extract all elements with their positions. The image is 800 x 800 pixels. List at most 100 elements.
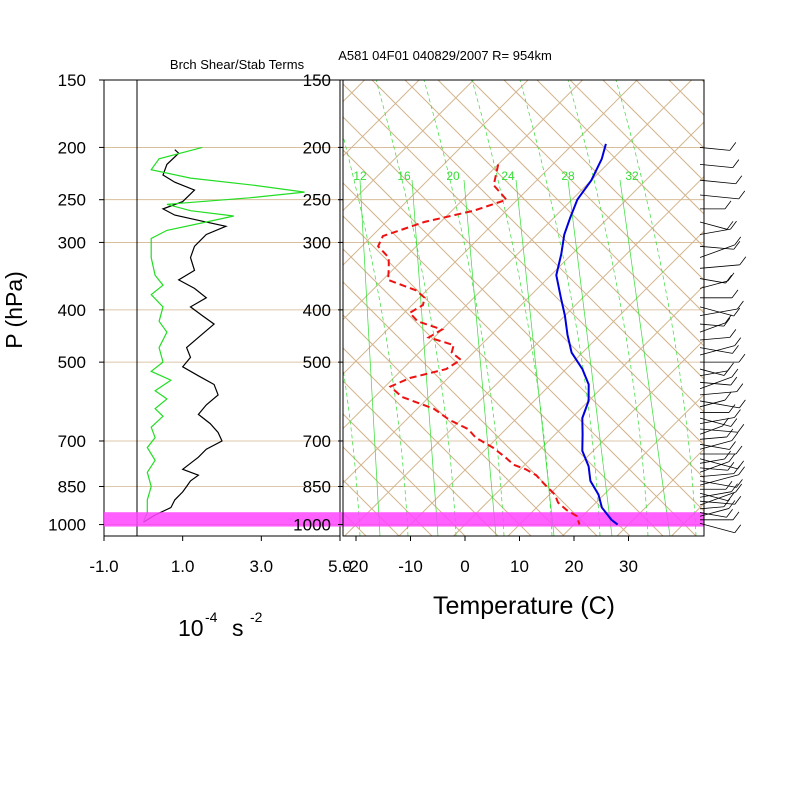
left-series-line-0 xyxy=(142,149,228,523)
dry-adiabat-2 xyxy=(343,413,466,536)
wind-barb-staff xyxy=(699,425,723,435)
wind-barb-flag xyxy=(725,274,732,284)
skewt-ytick-label-150: 150 xyxy=(303,71,331,90)
moist-adiabat-1 xyxy=(343,134,409,536)
mixing-ratio-line-0 xyxy=(359,179,381,536)
wind-barb-flag xyxy=(734,495,742,505)
wind-barb-staff xyxy=(699,163,733,169)
skewt-xtick-label-30: 30 xyxy=(619,557,638,576)
wind-barb-flag xyxy=(738,353,746,363)
skewt-ytick-label-1000: 1000 xyxy=(293,516,331,535)
mixing-ratio-line-4 xyxy=(567,179,613,536)
wind-barb-flag xyxy=(724,391,732,401)
wind-barb-staff xyxy=(699,400,740,409)
dry-adiabat-24 xyxy=(735,80,800,536)
wind-barb-staff xyxy=(699,228,731,235)
dry-adiabat-8 xyxy=(343,215,664,536)
mixing-ratio-line-2 xyxy=(463,179,497,536)
wind-barb-flag xyxy=(729,329,737,338)
dry-adiabat--2 xyxy=(0,80,333,536)
dry-adiabat-15 xyxy=(437,80,704,347)
left-xlabel-base: 10 xyxy=(178,615,204,641)
moist-adiabat-3 xyxy=(423,80,505,536)
wind-barb-flag xyxy=(738,190,746,200)
wind-barb-staff xyxy=(699,322,726,333)
dry-adiabat-1 xyxy=(343,446,433,536)
wind-barb-staff xyxy=(699,221,728,230)
dry-adiabat-16 xyxy=(470,80,704,314)
wind-barb-flag xyxy=(733,307,741,317)
wind-barb-flag xyxy=(734,337,742,346)
wind-barb-flag xyxy=(730,418,738,427)
isotherm--30 xyxy=(343,121,704,484)
skewt-panel: 12 16 20 24 28 32 150200250300400500700850100… xyxy=(0,71,800,576)
dry-adiabat-12 xyxy=(343,83,704,446)
wind-barb-staff xyxy=(699,523,735,534)
wind-barb-staff xyxy=(699,440,732,450)
wind-barb-staff xyxy=(699,492,729,502)
left-series-line-1 xyxy=(142,146,305,523)
right-x-axis-label: Temperature (C) xyxy=(433,592,615,620)
isotherm--120 xyxy=(0,80,256,536)
mixing-ratio-line-3 xyxy=(515,179,555,536)
wind-barb-flag xyxy=(728,500,736,509)
wind-barb-flag xyxy=(731,368,739,378)
dry-adiabat-11 xyxy=(343,116,704,479)
wind-barb-staff xyxy=(699,337,730,341)
skewt-series xyxy=(376,143,619,526)
moist-adiabat-0 xyxy=(343,365,361,536)
wind-barb-flag xyxy=(726,509,733,518)
wind-barb-staff xyxy=(699,381,731,386)
dry-adiabat-9 xyxy=(343,182,697,536)
wind-barb-staff xyxy=(699,323,724,327)
wind-barb-flag xyxy=(732,159,740,168)
isotherm--80 xyxy=(343,80,474,212)
isotherm--20 xyxy=(344,175,704,536)
wind-barb-staff xyxy=(699,491,732,498)
wind-barb-flag xyxy=(723,498,731,507)
skewt-y-ticks: 150 200 250 300 400 500 700 850 1000 xyxy=(293,71,343,535)
left-xlabel-unit-exponent: -2 xyxy=(250,609,263,625)
wind-barb-flag xyxy=(735,445,743,455)
mixing-ratio-line-5 xyxy=(619,179,671,536)
wind-barb-staff xyxy=(699,506,724,510)
dry-adiabat--4 xyxy=(0,80,267,536)
left-xtick-label-3.0: 3.0 xyxy=(250,557,274,576)
wind-barb-staff xyxy=(699,417,732,427)
dry-adiabat-18 xyxy=(536,80,704,248)
left-ytick-label-150: 150 xyxy=(58,71,86,90)
wind-barb-flag xyxy=(733,241,741,250)
left-ytick-label-1000: 1000 xyxy=(48,516,86,535)
mixing-ratio-label-32: 32 xyxy=(625,169,639,183)
figure-title: A581 04F01 040829/2007 R= 954km xyxy=(338,48,552,63)
wind-barb-staff xyxy=(699,491,736,506)
wind-barb-staff xyxy=(699,417,735,425)
left-panel-title: Brch Shear/Stab Terms xyxy=(170,57,305,72)
wind-barb-flag xyxy=(729,441,736,450)
skewt-xtick-label-20: 20 xyxy=(565,557,584,576)
wind-barb-flag xyxy=(724,200,732,210)
isotherm-10 xyxy=(507,339,704,536)
skewt-xtick-label-10: 10 xyxy=(510,557,529,576)
wind-barb-flag xyxy=(738,466,745,475)
wind-barb-staff xyxy=(699,306,734,317)
wind-barb-staff xyxy=(699,280,729,289)
dry-adiabat-6 xyxy=(343,281,598,536)
wind-barb-flag xyxy=(726,428,734,438)
isotherm--50 xyxy=(343,80,638,375)
isotherm--10 xyxy=(398,230,704,536)
wind-barb-flag xyxy=(735,175,743,185)
dry-adiabat-7 xyxy=(343,248,631,536)
wind-barb-staff xyxy=(699,264,740,269)
wind-barb-staff xyxy=(699,194,739,200)
left-x-axis-label: 10 -4 s -2 xyxy=(178,609,263,641)
wind-barb-staff xyxy=(699,467,728,471)
isotherm-30 xyxy=(616,448,704,536)
wind-barb-staff xyxy=(699,370,728,377)
wind-barb-flag xyxy=(737,300,744,310)
dry-adiabat-10 xyxy=(343,149,704,512)
wind-barb-flag xyxy=(736,479,743,488)
left-panel-series xyxy=(142,146,305,523)
wind-barb-flag xyxy=(734,236,742,246)
dry-adiabat-4 xyxy=(343,347,532,536)
